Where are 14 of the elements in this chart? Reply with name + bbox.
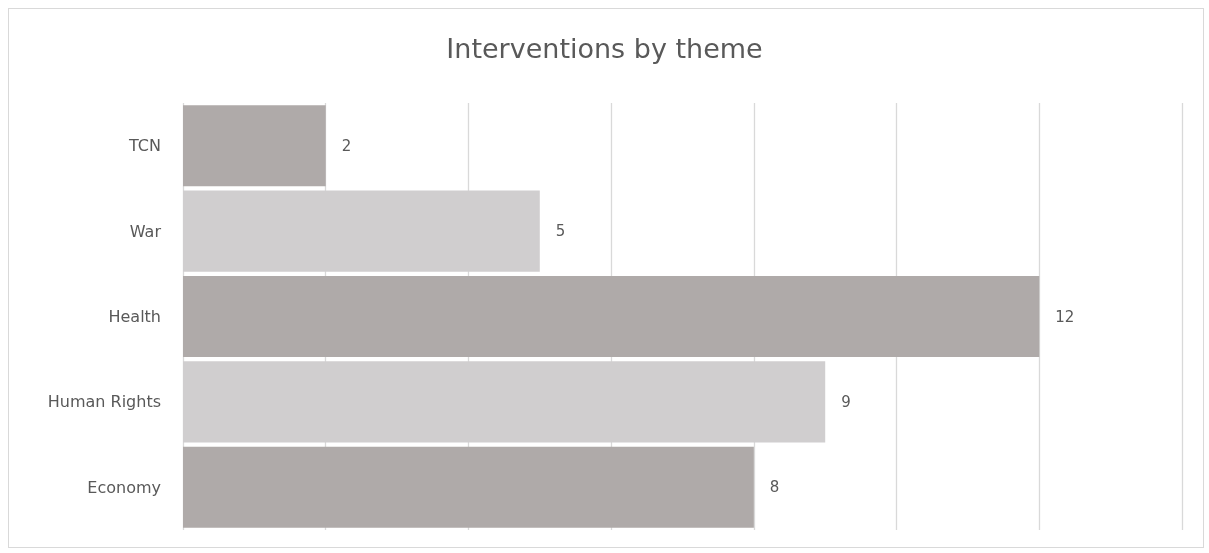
bar — [183, 105, 326, 187]
data-label: 2 — [341, 136, 352, 155]
data-label: 8 — [769, 478, 780, 497]
data-label: 9 — [841, 392, 851, 411]
data-label: 5 — [555, 222, 566, 241]
chart-title: Interventions by theme — [446, 33, 763, 64]
y-tick-label: Economy — [87, 477, 161, 497]
y-tick-label: Health — [108, 307, 161, 326]
y-tick-label: TCN — [128, 136, 161, 156]
bar — [183, 446, 754, 528]
bar — [183, 275, 1040, 358]
y-tick-label: Human Rights — [47, 392, 161, 412]
data-label: 12 — [1055, 307, 1075, 326]
y-tick-label: War — [129, 221, 162, 241]
